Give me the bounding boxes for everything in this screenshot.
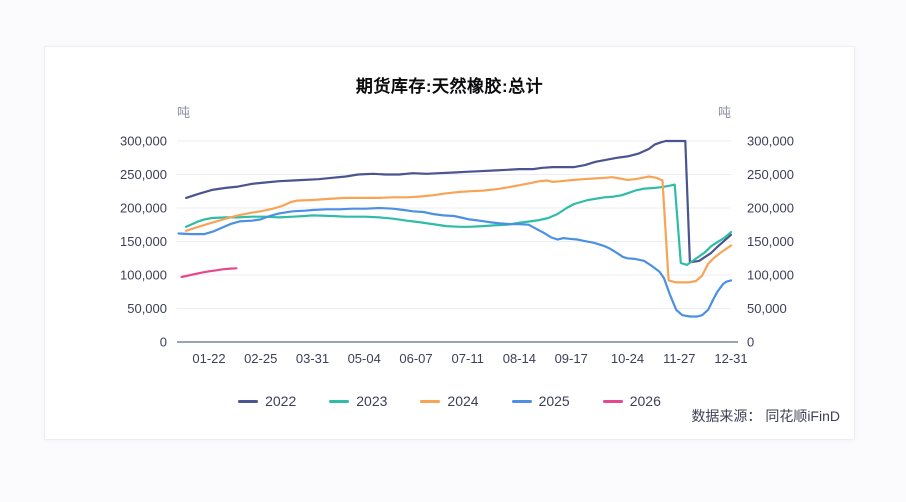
series-line-2023 xyxy=(185,183,733,266)
legend-swatch-2022 xyxy=(238,399,259,403)
series-line-2025 xyxy=(177,206,733,318)
y-axis-tick-right: 250,000 xyxy=(747,167,794,182)
legend-item-2025[interactable]: 2025 xyxy=(511,393,570,409)
y-axis-unit-left: 吨 xyxy=(177,105,190,120)
y-axis-tick-left: 150,000 xyxy=(120,234,167,249)
legend-label-2023: 2023 xyxy=(356,393,388,409)
y-axis-tick-left: 0 xyxy=(160,335,167,350)
legend-item-2023[interactable]: 2023 xyxy=(329,393,387,409)
series-line-2022 xyxy=(185,139,733,264)
data-source-label: 数据来源： 同花顺iFinD xyxy=(691,408,840,424)
x-axis-tick-08-14: 08-14 xyxy=(503,351,536,366)
chart-card: 期货库存:天然橡胶:总计 0 0 50,000 50,000 100,000 100,00… xyxy=(44,46,855,440)
chart-legend: 2022 2023 2024 2025 2026 xyxy=(45,388,854,414)
x-axis-tick-05-04: 05-04 xyxy=(348,351,381,366)
y-axis-tick-right: 0 xyxy=(747,335,754,350)
legend-swatch-2026 xyxy=(602,399,623,403)
x-axis-tick-07-11: 07-11 xyxy=(452,351,484,366)
y-axis-tick-right: 300,000 xyxy=(747,134,794,149)
legend-swatch-2025 xyxy=(511,399,532,403)
x-axis-tick-01-22: 01-22 xyxy=(192,351,225,366)
legend-label-2024: 2024 xyxy=(447,393,479,409)
legend-label-2022: 2022 xyxy=(265,393,297,409)
chart-title: 期货库存:天然橡胶:总计 xyxy=(355,77,544,96)
y-axis-tick-right: 200,000 xyxy=(747,201,794,216)
legend-label-2025: 2025 xyxy=(538,393,570,409)
x-axis-tick-10-24: 10-24 xyxy=(611,351,644,366)
y-axis-tick-left: 100,000 xyxy=(120,268,167,283)
legend-swatch-2024 xyxy=(420,399,441,403)
legend-item-2024[interactable]: 2024 xyxy=(420,393,479,409)
legend-item-2026[interactable]: 2026 xyxy=(602,393,661,409)
y-axis-tick-right: 50,000 xyxy=(747,301,787,316)
x-axis-tick-11-27: 11-27 xyxy=(663,351,695,366)
x-axis-tick-03-31: 03-31 xyxy=(296,351,329,366)
y-axis-tick-right: 150,000 xyxy=(747,234,794,249)
y-axis-tick-left: 50,000 xyxy=(127,301,167,316)
legend-label-2026: 2026 xyxy=(629,393,661,409)
x-axis-tick-02-25: 02-25 xyxy=(244,351,277,366)
series-line-2024 xyxy=(185,175,733,284)
x-axis-tick-09-17: 09-17 xyxy=(555,351,588,366)
x-axis-tick-12-31: 12-31 xyxy=(714,351,747,366)
series-line-2026 xyxy=(180,267,238,279)
x-axis-tick-06-07: 06-07 xyxy=(399,351,432,366)
legend-swatch-2023 xyxy=(329,399,350,403)
y-axis-tick-left: 200,000 xyxy=(120,201,167,216)
y-axis-tick-right: 100,000 xyxy=(747,268,794,283)
y-axis-unit-right: 吨 xyxy=(718,105,731,120)
y-axis-tick-left: 250,000 xyxy=(120,167,167,182)
y-axis-tick-left: 300,000 xyxy=(120,134,167,149)
legend-item-2022[interactable]: 2022 xyxy=(238,393,296,409)
chart-plot-area: 0 0 50,000 50,000 100,000 100,000 150,000 150,0… xyxy=(120,105,794,366)
